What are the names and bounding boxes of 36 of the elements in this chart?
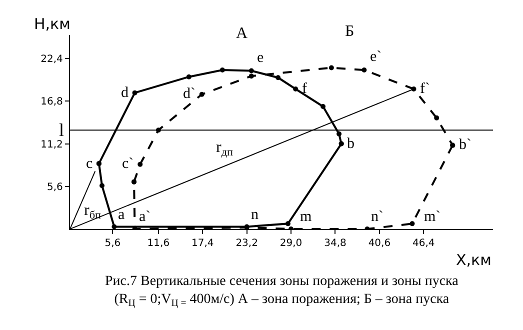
annotation: c` — [122, 156, 134, 172]
x-tick-label: 40,6 — [368, 238, 391, 250]
annotation: r$_{бп}$ — [84, 202, 102, 222]
text: Рис.7 Вертикальные сечения зоны поражения и зоны пуска (R$_{Ц}$ = 0;V$_{Ц =}$ 400м/с) А – зона поражения; Б – зона пуска — [105, 274, 460, 310]
annotation: r$_{дп}$ — [216, 139, 234, 158]
x-tick-label: 23,2 — [236, 238, 258, 250]
annotation: b — [347, 136, 354, 152]
y-tick-label: 5,6 — [46, 182, 63, 193]
annotation: d` — [183, 86, 196, 102]
x-tick-label: 17,4 — [191, 238, 214, 250]
annotation: f` — [420, 81, 430, 97]
x-tick-label: 5,6 — [104, 238, 121, 250]
annotation: e — [257, 50, 264, 66]
x-axis-title: X,км — [456, 251, 492, 269]
x-tick-label: 29,0 — [280, 238, 302, 250]
annotation: f — [302, 81, 307, 97]
annotation: b` — [459, 137, 472, 153]
x-tick-label: 34,8 — [324, 238, 346, 250]
annotation: m — [300, 209, 312, 225]
annotation: e` — [370, 49, 382, 65]
x-tick-label: 46,4 — [412, 238, 435, 250]
y-tick-label: 16,8 — [40, 96, 63, 108]
ref-line-label: l — [59, 120, 64, 140]
y-axis-title: H,км — [34, 15, 70, 33]
series-label: А — [236, 25, 248, 42]
annotation: a — [118, 207, 125, 223]
y-tick-label: 22,4 — [40, 54, 63, 66]
y-tick-label: 11,2 — [40, 139, 63, 150]
series-label: Б — [345, 23, 354, 40]
annotation: c — [86, 156, 93, 172]
x-tick-label: 11,6 — [147, 238, 170, 250]
annotation: m` — [424, 209, 441, 225]
annotation: n` — [371, 209, 384, 225]
annotation: n — [251, 207, 259, 223]
annotation: a` — [139, 209, 151, 225]
annotation: d — [121, 85, 129, 101]
